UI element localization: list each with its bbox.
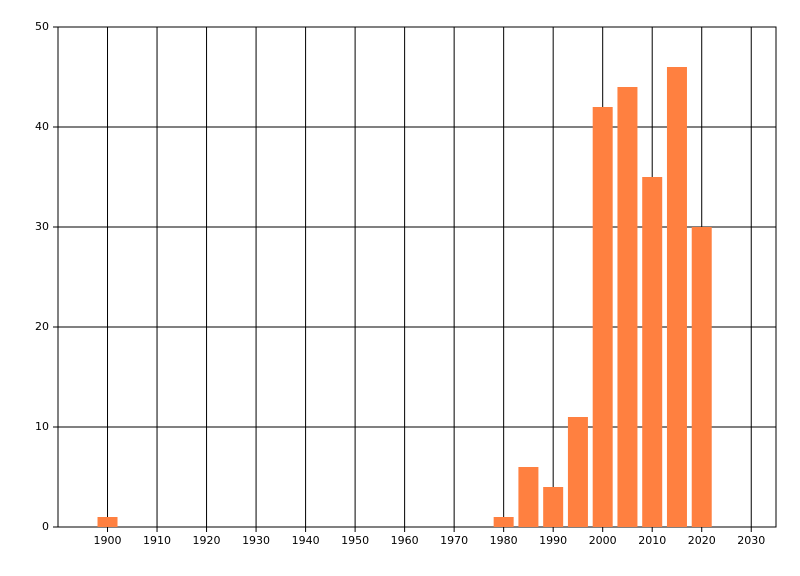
bar [592,107,613,527]
bar [617,87,638,527]
bar [691,227,712,527]
bar [543,487,564,527]
bar [642,177,663,527]
x-tick-label: 2030 [737,534,765,547]
y-tick-label: 20 [35,320,49,333]
x-tick-label: 2020 [688,534,716,547]
bar [567,417,588,527]
x-tick-label: 2000 [589,534,617,547]
bar [97,517,118,527]
x-tick-label: 1950 [341,534,369,547]
bar [518,467,539,527]
y-tick-label: 50 [35,20,49,33]
y-tick-label: 30 [35,220,49,233]
y-tick-label: 10 [35,420,49,433]
x-tick-label: 1980 [490,534,518,547]
x-tick-label: 1940 [292,534,320,547]
y-tick-label: 0 [42,520,49,533]
x-tick-label: 2010 [638,534,666,547]
x-tick-label: 1910 [143,534,171,547]
x-tick-label: 1900 [94,534,122,547]
x-tick-label: 1970 [440,534,468,547]
x-tick-label: 1920 [193,534,221,547]
x-tick-label: 1990 [539,534,567,547]
bar [493,517,514,527]
bar [666,67,687,527]
x-tick-label: 1960 [391,534,419,547]
x-tick-label: 1930 [242,534,270,547]
y-tick-label: 40 [35,120,49,133]
